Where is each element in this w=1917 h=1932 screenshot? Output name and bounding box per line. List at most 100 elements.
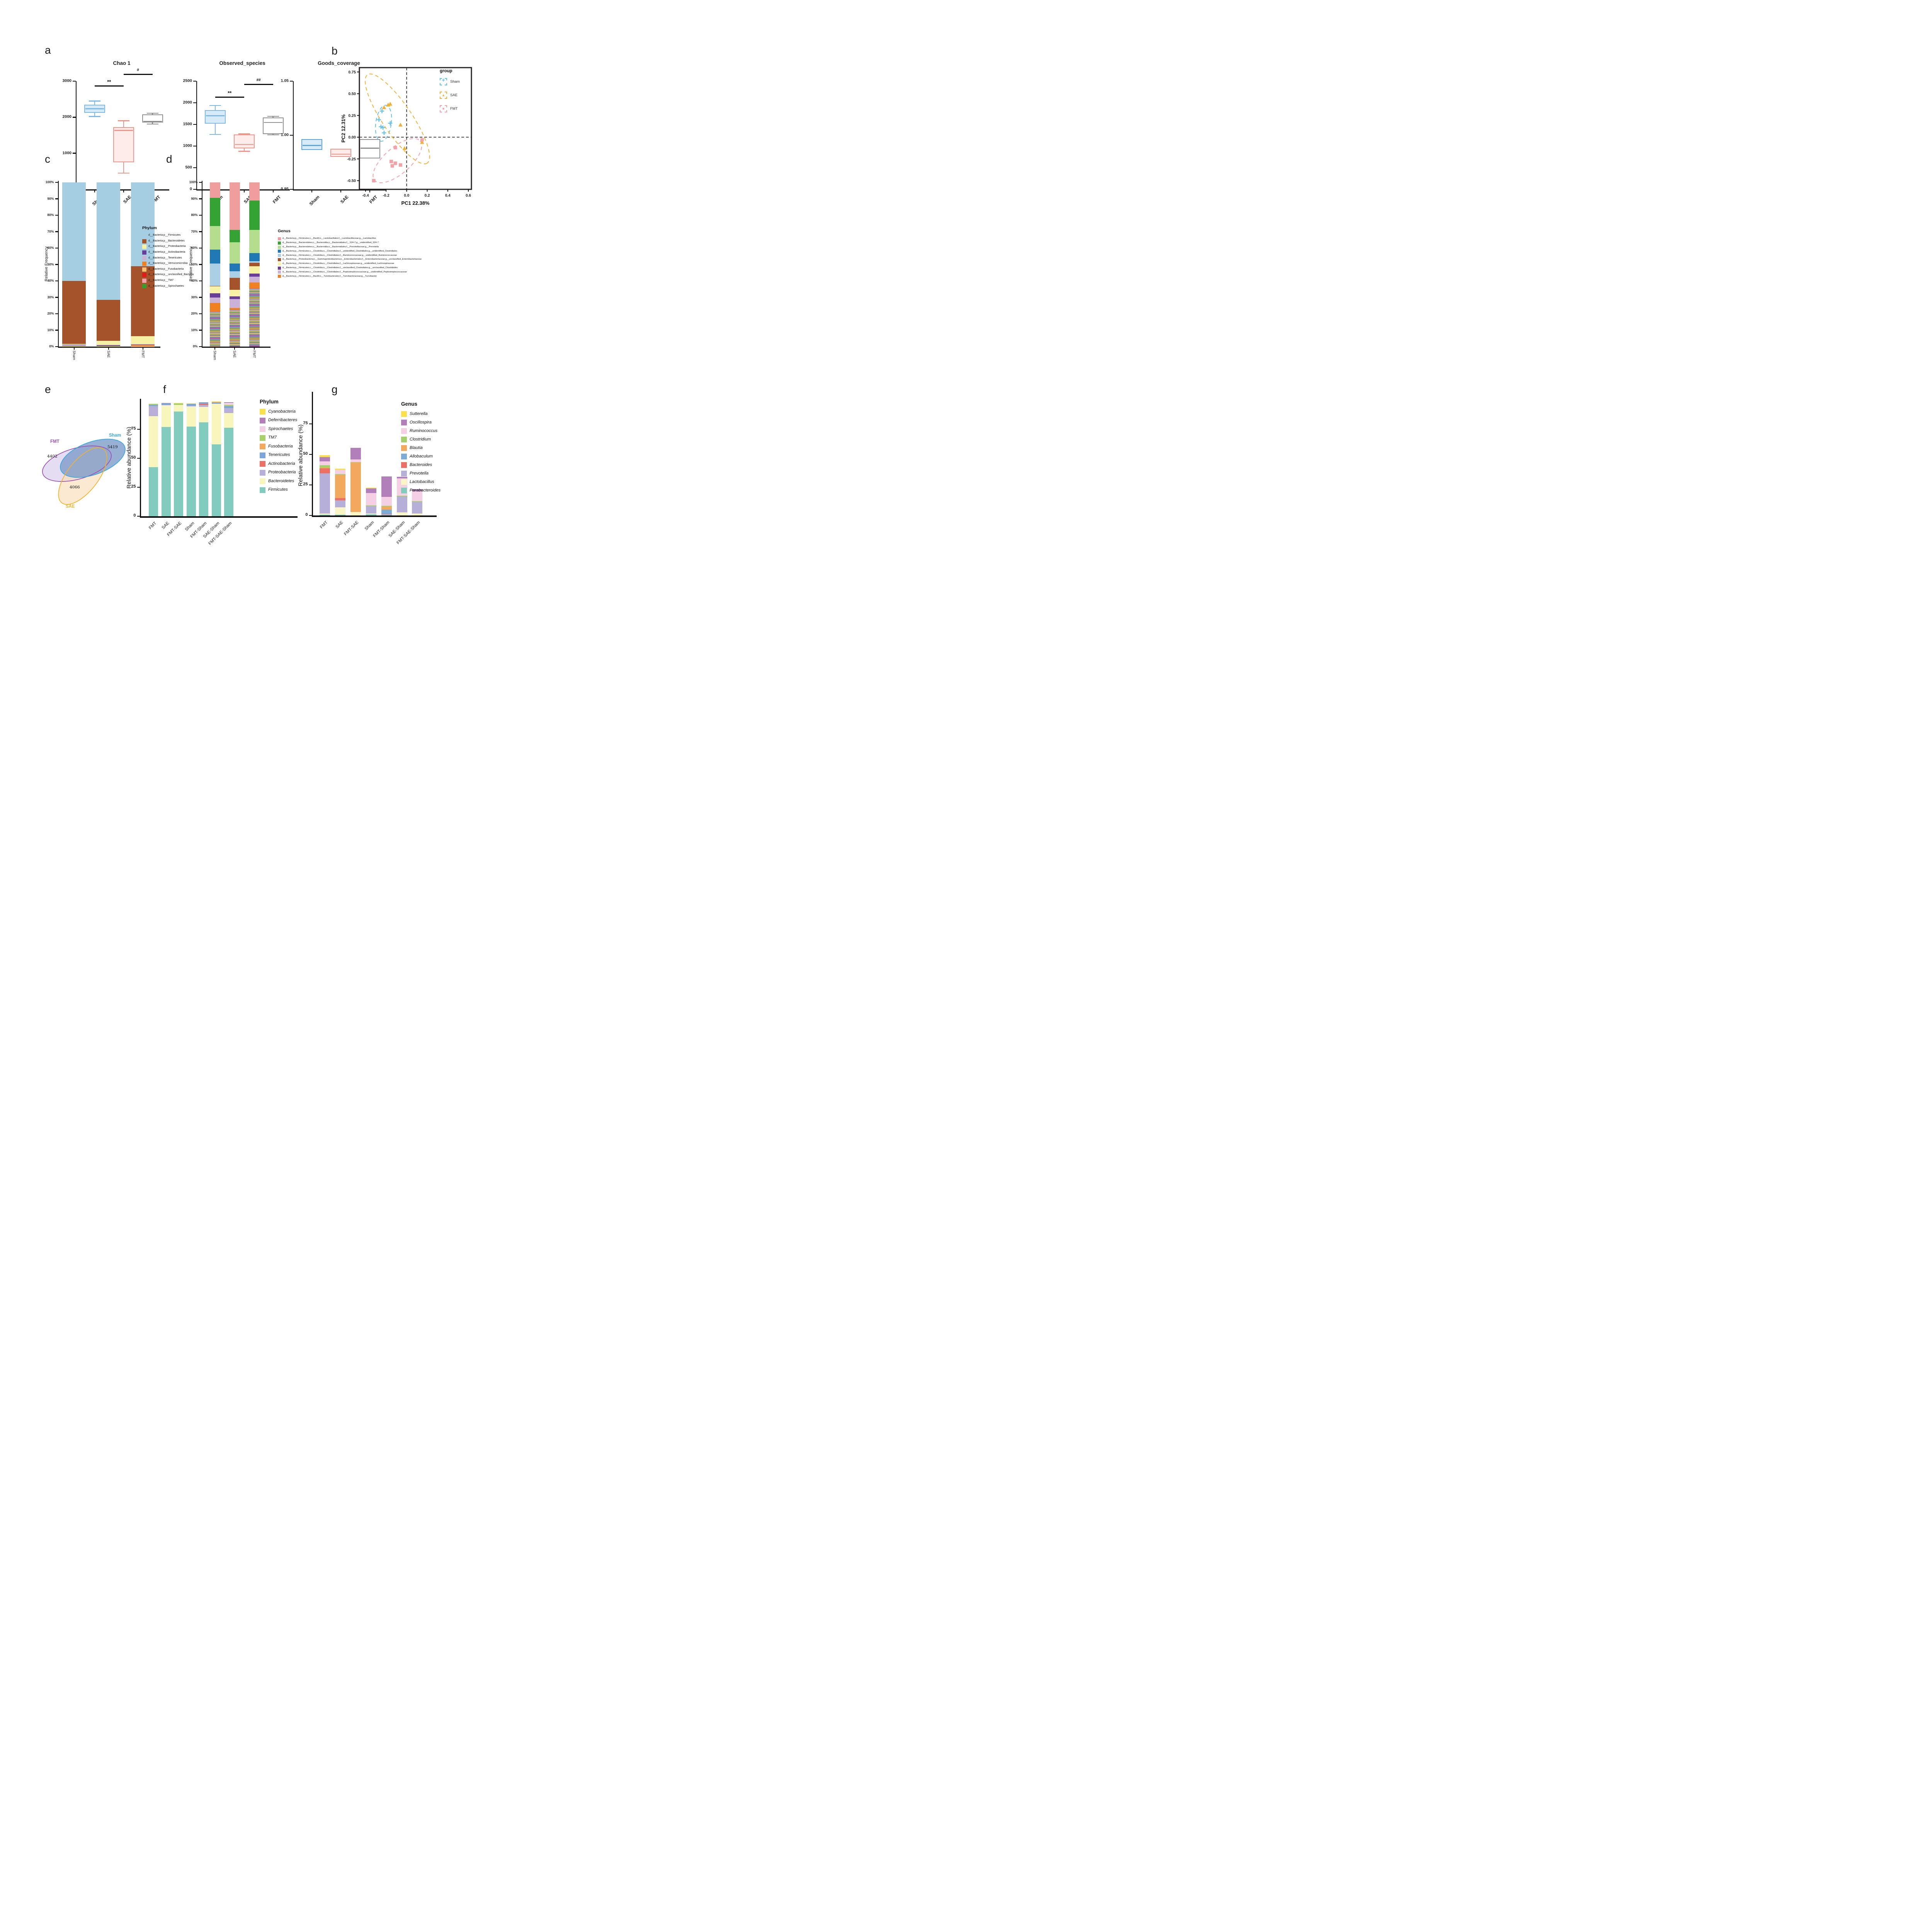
y-tick xyxy=(137,429,140,430)
data-point-triangle xyxy=(402,146,407,150)
bar-segment xyxy=(366,488,376,493)
plot-frame xyxy=(359,67,472,190)
bar-segment xyxy=(209,198,220,226)
venn-set-count-sae: 4066 xyxy=(70,485,80,490)
bar-segment xyxy=(149,406,158,416)
legend-symbol-cross-icon: + xyxy=(442,77,445,83)
legend-swatch xyxy=(142,256,146,260)
legend-swatch xyxy=(278,237,281,240)
whisker-cap xyxy=(209,134,221,135)
bar-segment xyxy=(62,344,86,345)
y-tick-label: 60% xyxy=(191,246,198,250)
box-fmt xyxy=(142,114,163,123)
bar-segment xyxy=(229,182,240,230)
y-tick-label: 0% xyxy=(193,344,198,349)
legend-title: Phylum xyxy=(260,399,279,405)
bar-segment xyxy=(224,405,233,406)
legend-swatch xyxy=(260,409,265,415)
bar-segment xyxy=(97,182,120,300)
group-ellipse-sae xyxy=(365,73,430,165)
y-tick-label: 2500 xyxy=(183,78,192,83)
legend-swatch xyxy=(401,471,407,476)
y-tick xyxy=(55,198,58,199)
bar-segment xyxy=(161,405,171,427)
y-tick-label: 50 xyxy=(303,451,308,456)
bar-segment xyxy=(174,403,183,405)
legend-label: d__Bacteria;p__Firmicutes;c__Clostridia;… xyxy=(282,254,397,257)
bar-segment xyxy=(396,497,407,513)
whisker-line xyxy=(214,123,216,134)
bar-segment xyxy=(97,345,120,346)
y-axis-line xyxy=(139,399,141,516)
legend-label: Sutterella xyxy=(410,411,428,416)
y-axis-title: Relative Frequency xyxy=(189,246,193,282)
x-tick xyxy=(272,190,274,192)
legend-swatch xyxy=(401,462,407,468)
bar-segment xyxy=(335,475,345,498)
bar-segment xyxy=(229,308,240,310)
x-category-label: Sham xyxy=(213,350,217,360)
venn-ellipse-outline-fmt xyxy=(42,446,112,482)
box-fmt xyxy=(262,117,284,134)
bar-segment xyxy=(209,226,220,250)
y-tick xyxy=(309,515,312,516)
y-tick xyxy=(199,264,202,265)
legend-label: Bacteroides xyxy=(410,462,432,467)
bar-segment xyxy=(199,405,208,407)
chart-goods-coverage-boxplot: Goods_coverage 0.95 1.00 1.05 Sham SAE FMT xyxy=(271,57,387,219)
y-tick xyxy=(199,346,202,347)
bar-segment xyxy=(211,401,221,402)
venn-set-label-sae: SAE xyxy=(66,504,75,509)
bar-segment xyxy=(97,346,120,347)
y-tick xyxy=(73,117,76,118)
data-point-square xyxy=(398,163,402,167)
box-sae xyxy=(233,134,255,148)
y-tick-label: -0.25 xyxy=(347,157,356,162)
bar-segment xyxy=(350,462,361,463)
legend-key-sham: + xyxy=(440,77,447,85)
bar-segment xyxy=(211,402,221,403)
bar-segment xyxy=(249,263,260,266)
bar-segment xyxy=(97,299,120,341)
median-line xyxy=(143,121,162,122)
whisker-cap xyxy=(146,112,158,114)
y-tick-label: 0.25 xyxy=(349,114,356,118)
x-tick xyxy=(311,190,312,192)
legend-label: d__Bacteria;p__unclassified_Bacteria xyxy=(148,273,194,276)
venn-set-count-fmt: 4402 xyxy=(47,454,58,459)
y-tick xyxy=(137,457,140,459)
y-tick-label: 30% xyxy=(47,295,54,299)
bar-segment xyxy=(62,182,86,281)
y-tick-label: 50% xyxy=(191,262,198,266)
bar-segment xyxy=(97,340,120,345)
bar-segment xyxy=(199,406,208,422)
panel-letter-e: e xyxy=(45,383,51,395)
y-tick-label: 80% xyxy=(191,213,198,217)
legend-swatch xyxy=(260,452,265,458)
y-axis-title: PC2 12.31% xyxy=(340,114,346,143)
y-axis-line xyxy=(75,81,77,189)
y-tick xyxy=(55,182,58,183)
y-tick-label: 0 xyxy=(133,513,136,518)
whisker-cap xyxy=(88,116,100,117)
whisker-line xyxy=(123,121,124,128)
legend-label: Blautia xyxy=(410,445,423,450)
bar-segment xyxy=(229,296,240,299)
x-tick xyxy=(94,190,95,192)
y-tick xyxy=(309,423,312,425)
median-line xyxy=(114,130,133,131)
y-tick-label: 20% xyxy=(47,311,54,316)
legend-swatch xyxy=(278,241,281,245)
data-point-triangle xyxy=(388,102,393,106)
significance-bar xyxy=(244,83,273,85)
median-line xyxy=(85,108,104,110)
bar-segment xyxy=(224,402,233,403)
x-category-label: Sham xyxy=(308,195,321,207)
data-point-square xyxy=(389,160,393,163)
bar-segment xyxy=(209,303,220,311)
bar-segment xyxy=(350,459,361,462)
legend-label: FMT xyxy=(450,107,458,111)
bar-segment xyxy=(161,427,171,516)
legend-label: Prevotella xyxy=(410,471,429,476)
whisker-cap xyxy=(238,133,250,134)
